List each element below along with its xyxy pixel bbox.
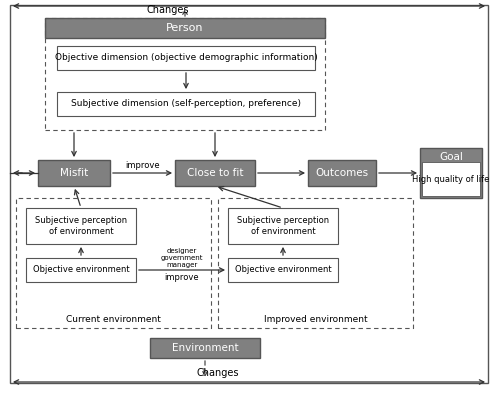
Text: Subjective perception
of environment: Subjective perception of environment [237,216,329,236]
Bar [38,160,110,186]
Text: Environment: Environment [172,343,238,353]
Text: improve: improve [125,162,160,171]
Text: Objective environment: Objective environment [32,266,130,274]
Bar [57,92,315,116]
Text: Subjective dimension (self-perception, preference): Subjective dimension (self-perception, p… [71,99,301,108]
Bar [16,198,211,328]
Text: improve: improve [164,274,200,283]
Bar [420,148,482,198]
Bar [422,162,480,196]
Text: Person: Person [166,23,204,33]
Text: Subjective perception
of environment: Subjective perception of environment [35,216,127,236]
Bar [57,46,315,70]
Bar [26,258,136,282]
Bar [308,160,376,186]
Text: Changes: Changes [197,368,240,378]
Text: Improved environment: Improved environment [264,316,368,325]
Bar [45,18,325,130]
Bar [218,198,413,328]
Bar [228,208,338,244]
Bar [228,258,338,282]
Text: Outcomes: Outcomes [316,168,368,178]
Text: Close to fit: Close to fit [187,168,243,178]
Text: Changes: Changes [147,5,189,15]
Text: Goal: Goal [439,152,463,162]
Text: High quality of life: High quality of life [412,174,490,184]
Bar [150,338,260,358]
Bar [45,18,325,38]
Text: Misfit: Misfit [60,168,88,178]
Text: Objective dimension (objective demographic information): Objective dimension (objective demograph… [54,53,318,62]
Bar [175,160,255,186]
Text: designer
government
manager: designer government manager [161,248,203,268]
Bar [26,208,136,244]
Text: Objective environment: Objective environment [234,266,332,274]
Text: Current environment: Current environment [66,316,161,325]
